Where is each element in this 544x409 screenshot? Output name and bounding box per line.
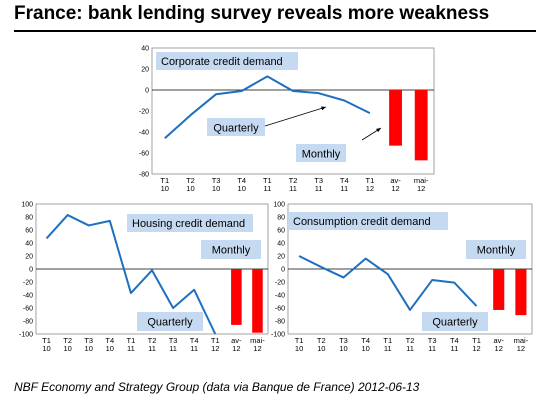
annotation-label: Quarterly [147, 317, 193, 329]
x-tick-label: T3 11 [169, 336, 178, 353]
y-tick-label: -80 [139, 172, 149, 179]
y-tick-label: 0 [29, 267, 33, 274]
x-tick-label: T4 11 [190, 336, 199, 353]
x-tick-label: av-12 [231, 336, 242, 353]
annotation-label: Monthly [212, 245, 251, 257]
x-tick-label: T3 10 [84, 336, 93, 353]
quarterly-line [298, 255, 478, 311]
chart-title-box [156, 52, 298, 70]
monthly-bar [515, 269, 527, 316]
x-tick-label: av-12 [390, 176, 401, 193]
annotation-label: Quarterly [432, 317, 478, 329]
annotation-box [137, 312, 203, 331]
x-tick-label: mai-12 [514, 336, 529, 353]
y-tick-label: 0 [281, 267, 285, 274]
y-tick-label: 100 [273, 202, 285, 209]
x-tick-label: T3 10 [212, 176, 221, 193]
y-tick-label: -100 [271, 332, 285, 339]
x-tick-label: T4 10 [237, 176, 246, 193]
annotation-box [466, 240, 526, 259]
x-tick-label: T1 10 [42, 336, 51, 353]
x-tick-label: T2 10 [63, 336, 72, 353]
annotation-label: Monthly [302, 149, 341, 161]
x-tick-label: T4 11 [340, 176, 349, 193]
quarterly-line [164, 75, 371, 140]
source-footer: NBF Economy and Strategy Group (data via… [14, 380, 420, 394]
x-tick-label: T3 11 [428, 336, 437, 353]
x-tick-label: T2 10 [186, 176, 195, 193]
x-tick-label: mai-12 [414, 176, 429, 193]
y-tick-label: -40 [275, 293, 285, 300]
annotation-label: Quarterly [213, 123, 259, 135]
x-tick-label: T1 11 [383, 336, 392, 353]
x-tick-label: T1 12 [366, 176, 375, 193]
y-tick-label: 20 [25, 254, 33, 261]
y-tick-label: 40 [141, 46, 149, 53]
y-tick-label: -20 [23, 280, 33, 287]
x-tick-label: av-12 [494, 336, 505, 353]
chart-title-box [127, 214, 253, 232]
monthly-bar [493, 269, 505, 310]
y-tick-label: -80 [23, 319, 33, 326]
x-tick-label: T4 10 [105, 336, 114, 353]
chart-title: Corporate credit demand [161, 56, 283, 68]
y-tick-label: 60 [25, 228, 33, 235]
x-tick-label: T2 11 [289, 176, 298, 193]
y-tick-label: -20 [275, 280, 285, 287]
y-tick-label: 40 [277, 241, 285, 248]
x-tick-label: T2 11 [148, 336, 157, 353]
annotation-box [207, 118, 265, 136]
y-tick-label: -100 [19, 332, 33, 339]
chart-title-box [288, 212, 448, 230]
y-tick-label: -20 [139, 109, 149, 116]
y-tick-label: 80 [25, 215, 33, 222]
y-tick-label: 40 [25, 241, 33, 248]
monthly-bar [231, 269, 242, 325]
annotation-box [201, 240, 261, 259]
x-tick-label: T4 10 [361, 336, 370, 353]
x-tick-label: T3 11 [314, 176, 323, 193]
y-tick-label: 60 [277, 228, 285, 235]
title-divider [14, 30, 536, 32]
x-tick-label: T4 11 [450, 336, 459, 353]
annotation-label: Monthly [477, 245, 516, 257]
chart-title: Consumption credit demand [293, 216, 431, 228]
y-tick-label: -60 [139, 151, 149, 158]
corporate-credit-chart: 40 20 0 -20 -40 -60 -80 T1 10 T2 10 T3 10 T4 10 T1 11 T2 1… [139, 46, 435, 193]
x-tick-label: T2 10 [317, 336, 326, 353]
consumption-credit-chart: 100 80 60 40 20 0 -20 -40 -60 -80 -100 T1 10 T2 10 T3 10… [271, 202, 533, 353]
y-tick-label: 20 [277, 254, 285, 261]
plot-frame [151, 47, 435, 175]
y-tick-label: 100 [21, 202, 33, 209]
monthly-bar [414, 90, 428, 161]
annotation-arrow [264, 106, 327, 127]
x-tick-label: T1 11 [263, 176, 272, 193]
y-tick-label: 80 [277, 215, 285, 222]
y-tick-label: -60 [23, 306, 33, 313]
y-tick-label: 20 [141, 67, 149, 74]
x-tick-label: T1 12 [472, 336, 481, 353]
y-tick-label: -40 [23, 293, 33, 300]
arrowhead-icon [321, 106, 326, 111]
y-tick-label: -40 [139, 130, 149, 137]
y-tick-label: 0 [145, 88, 149, 95]
monthly-bar [389, 90, 402, 146]
annotation-box [422, 312, 488, 331]
page-title: France: bank lending survey reveals more… [14, 3, 490, 24]
annotation-box [296, 144, 346, 162]
x-tick-label: T1 10 [160, 176, 169, 193]
arrowhead-icon [376, 128, 381, 133]
x-tick-label: T1 12 [211, 336, 220, 353]
x-tick-label: T1 11 [127, 336, 136, 353]
housing-credit-chart: 100 80 60 40 20 0 -20 -40 -60 -80 -100 T1 10 T2 10 T3 10… [19, 202, 269, 353]
y-tick-label: -60 [275, 306, 285, 313]
x-tick-label: T1 10 [295, 336, 304, 353]
x-tick-label: T3 10 [339, 336, 348, 353]
monthly-bar [252, 269, 263, 333]
x-tick-label: T2 11 [406, 336, 415, 353]
chart-title: Housing credit demand [132, 218, 245, 230]
y-tick-label: -80 [275, 319, 285, 326]
x-tick-label: mai-12 [250, 336, 265, 353]
